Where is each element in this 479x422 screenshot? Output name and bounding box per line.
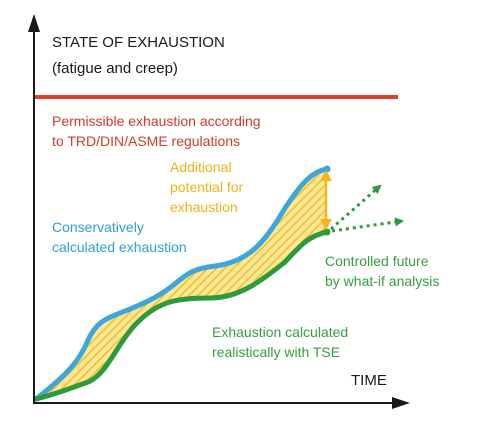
permissible-label: Permissible exhaustion according to TRD/…	[52, 113, 261, 149]
x-axis-title: TIME	[351, 372, 387, 389]
realistic-curve	[33, 229, 330, 402]
future-arrow-upper	[330, 184, 382, 231]
conservative-curve	[33, 166, 330, 402]
realistic-label: Exhaustion calculated realistically with…	[212, 324, 349, 360]
additional-potential-area	[36, 169, 327, 399]
conservative-end-dot	[323, 165, 331, 173]
future-arrow-lower	[331, 217, 404, 233]
y-axis-arrowhead	[28, 14, 40, 32]
potential-arrow-head-bottom	[320, 219, 332, 230]
conservative-label: Conservatively calculated exhaustion	[52, 219, 187, 255]
realistic-end-dot	[323, 228, 331, 236]
controlled-future-label: Controlled future by what-if analysis	[325, 253, 440, 289]
x-axis-arrowhead	[392, 397, 410, 409]
y-axis-title: STATE OF EXHAUSTION	[52, 34, 225, 51]
y-axis-subtitle: (fatigue and creep)	[52, 60, 178, 77]
additional-potential-label: Additional potential for exhaustion	[170, 159, 244, 215]
potential-arrow-head-top	[320, 170, 332, 181]
